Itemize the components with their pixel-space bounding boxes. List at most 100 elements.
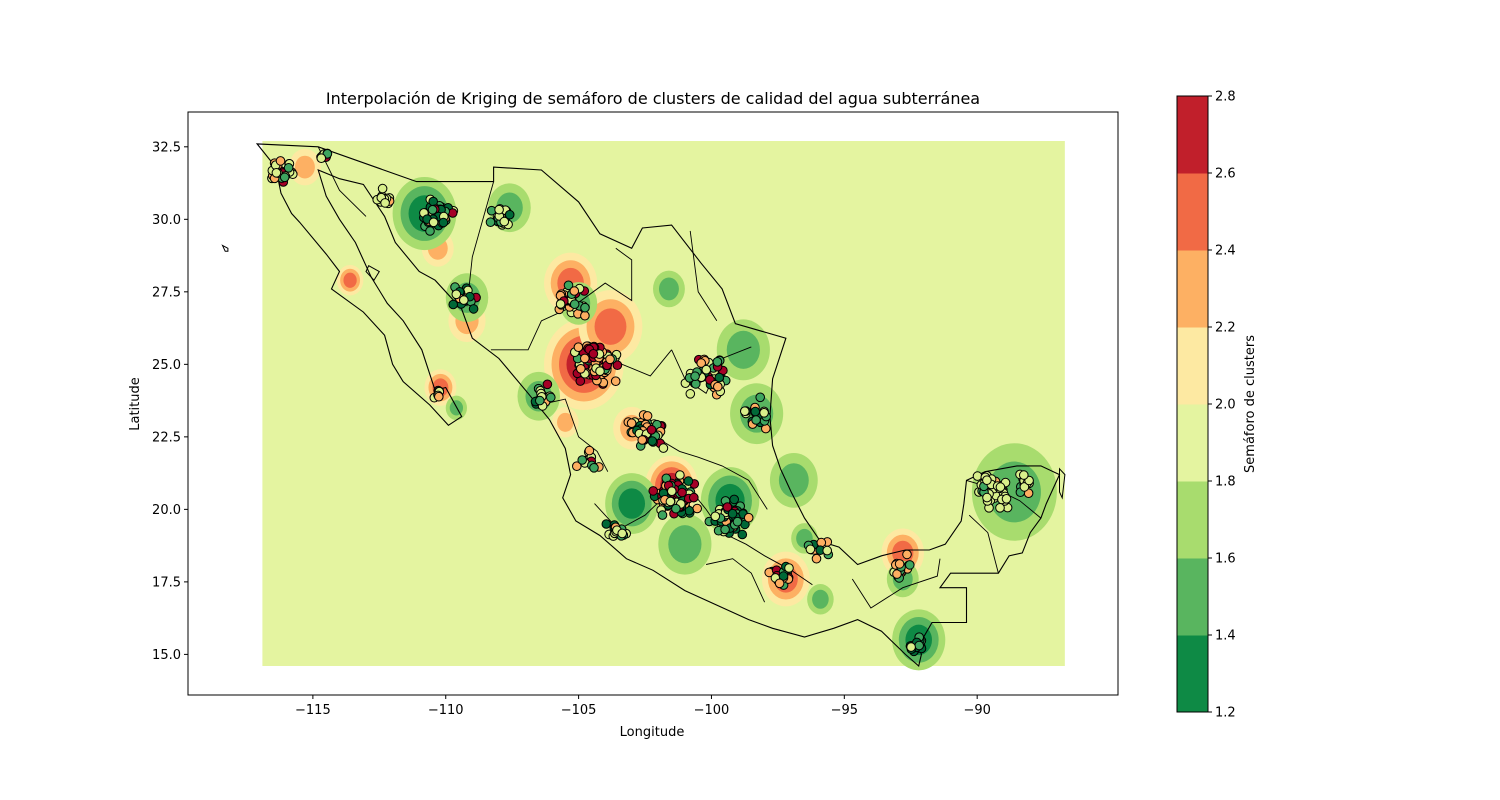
y-axis: 15.0 17.5 20.0 22.5 25.0 27.5 30.0 32.5 xyxy=(152,140,188,663)
state-border xyxy=(594,485,813,586)
y-tick-label: 17.5 xyxy=(152,575,181,590)
sample-point xyxy=(504,209,515,220)
sample-point xyxy=(601,519,612,529)
sample-point xyxy=(573,342,584,353)
sample-point xyxy=(451,289,462,300)
sample-point xyxy=(584,445,595,456)
sample-point xyxy=(665,496,676,507)
sample-point xyxy=(696,358,707,368)
sample-point xyxy=(1019,482,1030,492)
sample-point xyxy=(617,528,628,539)
sample-point xyxy=(671,503,681,514)
sample-point xyxy=(982,475,992,486)
state-border xyxy=(968,514,999,574)
sample-point xyxy=(811,553,822,564)
y-tick-label: 22.5 xyxy=(152,430,181,445)
plot-frame xyxy=(187,111,1119,696)
y-tick-label: 25.0 xyxy=(152,358,181,373)
sample-point xyxy=(546,392,556,403)
sample-point xyxy=(555,299,566,309)
sample-point xyxy=(774,578,785,589)
sample-point xyxy=(535,395,545,406)
sample-point xyxy=(720,524,730,535)
sample-point xyxy=(995,482,1006,492)
colorbar-segment xyxy=(1177,250,1208,328)
sample-point xyxy=(648,486,659,496)
sample-point xyxy=(805,544,816,555)
sample-point xyxy=(683,476,694,486)
kriging-contour-layer xyxy=(262,141,1065,671)
sample-point xyxy=(642,411,653,421)
sample-point xyxy=(778,571,789,581)
sample-point xyxy=(569,299,580,310)
sample-point xyxy=(1001,494,1012,504)
sample-point xyxy=(425,226,435,236)
sample-point xyxy=(637,435,648,445)
sample-point xyxy=(714,372,725,383)
y-tick-label: 30.0 xyxy=(152,213,181,228)
sample-point xyxy=(743,512,754,523)
island-outline xyxy=(1059,467,1066,500)
sample-point xyxy=(427,205,438,215)
sample-point xyxy=(667,486,677,497)
x-tick-label: −115 xyxy=(295,703,331,718)
sample-point xyxy=(712,357,723,367)
sample-point xyxy=(448,299,459,310)
plot-area xyxy=(188,112,1118,695)
colorbar-segment xyxy=(1177,404,1208,482)
island-outline xyxy=(221,244,229,252)
contour-region xyxy=(812,589,829,609)
sample-point xyxy=(588,349,599,359)
sample-point xyxy=(626,418,637,429)
colorbar-tick-label: 2.0 xyxy=(1215,398,1236,413)
x-axis: −115 −110 −105 −100 −95 −90 xyxy=(295,695,991,718)
sample-point xyxy=(685,389,696,399)
x-tick-label: −95 xyxy=(831,703,858,718)
sample-point xyxy=(751,415,761,425)
sample-point xyxy=(563,280,574,291)
sample-point xyxy=(677,487,687,498)
sample-point xyxy=(701,364,712,375)
sample-point xyxy=(727,508,738,519)
sample-point xyxy=(732,516,743,527)
sample-point xyxy=(279,172,290,183)
sample-point xyxy=(692,503,703,514)
colorbar-segment xyxy=(1177,558,1208,636)
sample-point xyxy=(459,295,469,305)
contour-region xyxy=(618,488,646,519)
colorbar-tick-label: 1.2 xyxy=(1215,706,1236,721)
x-axis-label: Longitude xyxy=(620,725,685,740)
sample-point xyxy=(434,391,444,402)
colorbar-tick-label: 2.6 xyxy=(1215,167,1236,182)
plot-title: Interpolación de Kriging de semáforo de … xyxy=(326,89,980,108)
x-tick-label: −110 xyxy=(428,703,464,718)
contour-region xyxy=(343,272,357,288)
state-border xyxy=(466,181,495,307)
sample-point xyxy=(914,640,925,651)
sample-point xyxy=(428,217,439,228)
colorbar-tick-label: 2.4 xyxy=(1215,244,1236,259)
colorbar-tick-label: 2.8 xyxy=(1215,90,1236,105)
sample-point xyxy=(580,310,590,321)
contour-region xyxy=(778,463,809,498)
sample-point xyxy=(1019,470,1029,480)
colorbar-segment xyxy=(1177,173,1208,251)
sample-point xyxy=(580,353,590,364)
sample-points xyxy=(267,148,1034,657)
contour-region xyxy=(294,155,315,179)
state-border xyxy=(490,247,633,351)
sample-point xyxy=(647,436,658,446)
state-border xyxy=(706,558,766,603)
sample-point xyxy=(713,381,723,392)
sample-point xyxy=(577,455,588,465)
colorbar-tick-label: 1.4 xyxy=(1215,629,1236,644)
x-tick-label: −100 xyxy=(694,703,730,718)
y-tick-label: 27.5 xyxy=(152,285,181,300)
sample-point xyxy=(689,492,699,503)
sample-point xyxy=(283,163,294,173)
sample-point xyxy=(580,302,590,313)
y-axis-label: Latitude xyxy=(128,377,143,431)
sample-point xyxy=(722,502,733,512)
x-tick-label: −90 xyxy=(963,703,990,718)
